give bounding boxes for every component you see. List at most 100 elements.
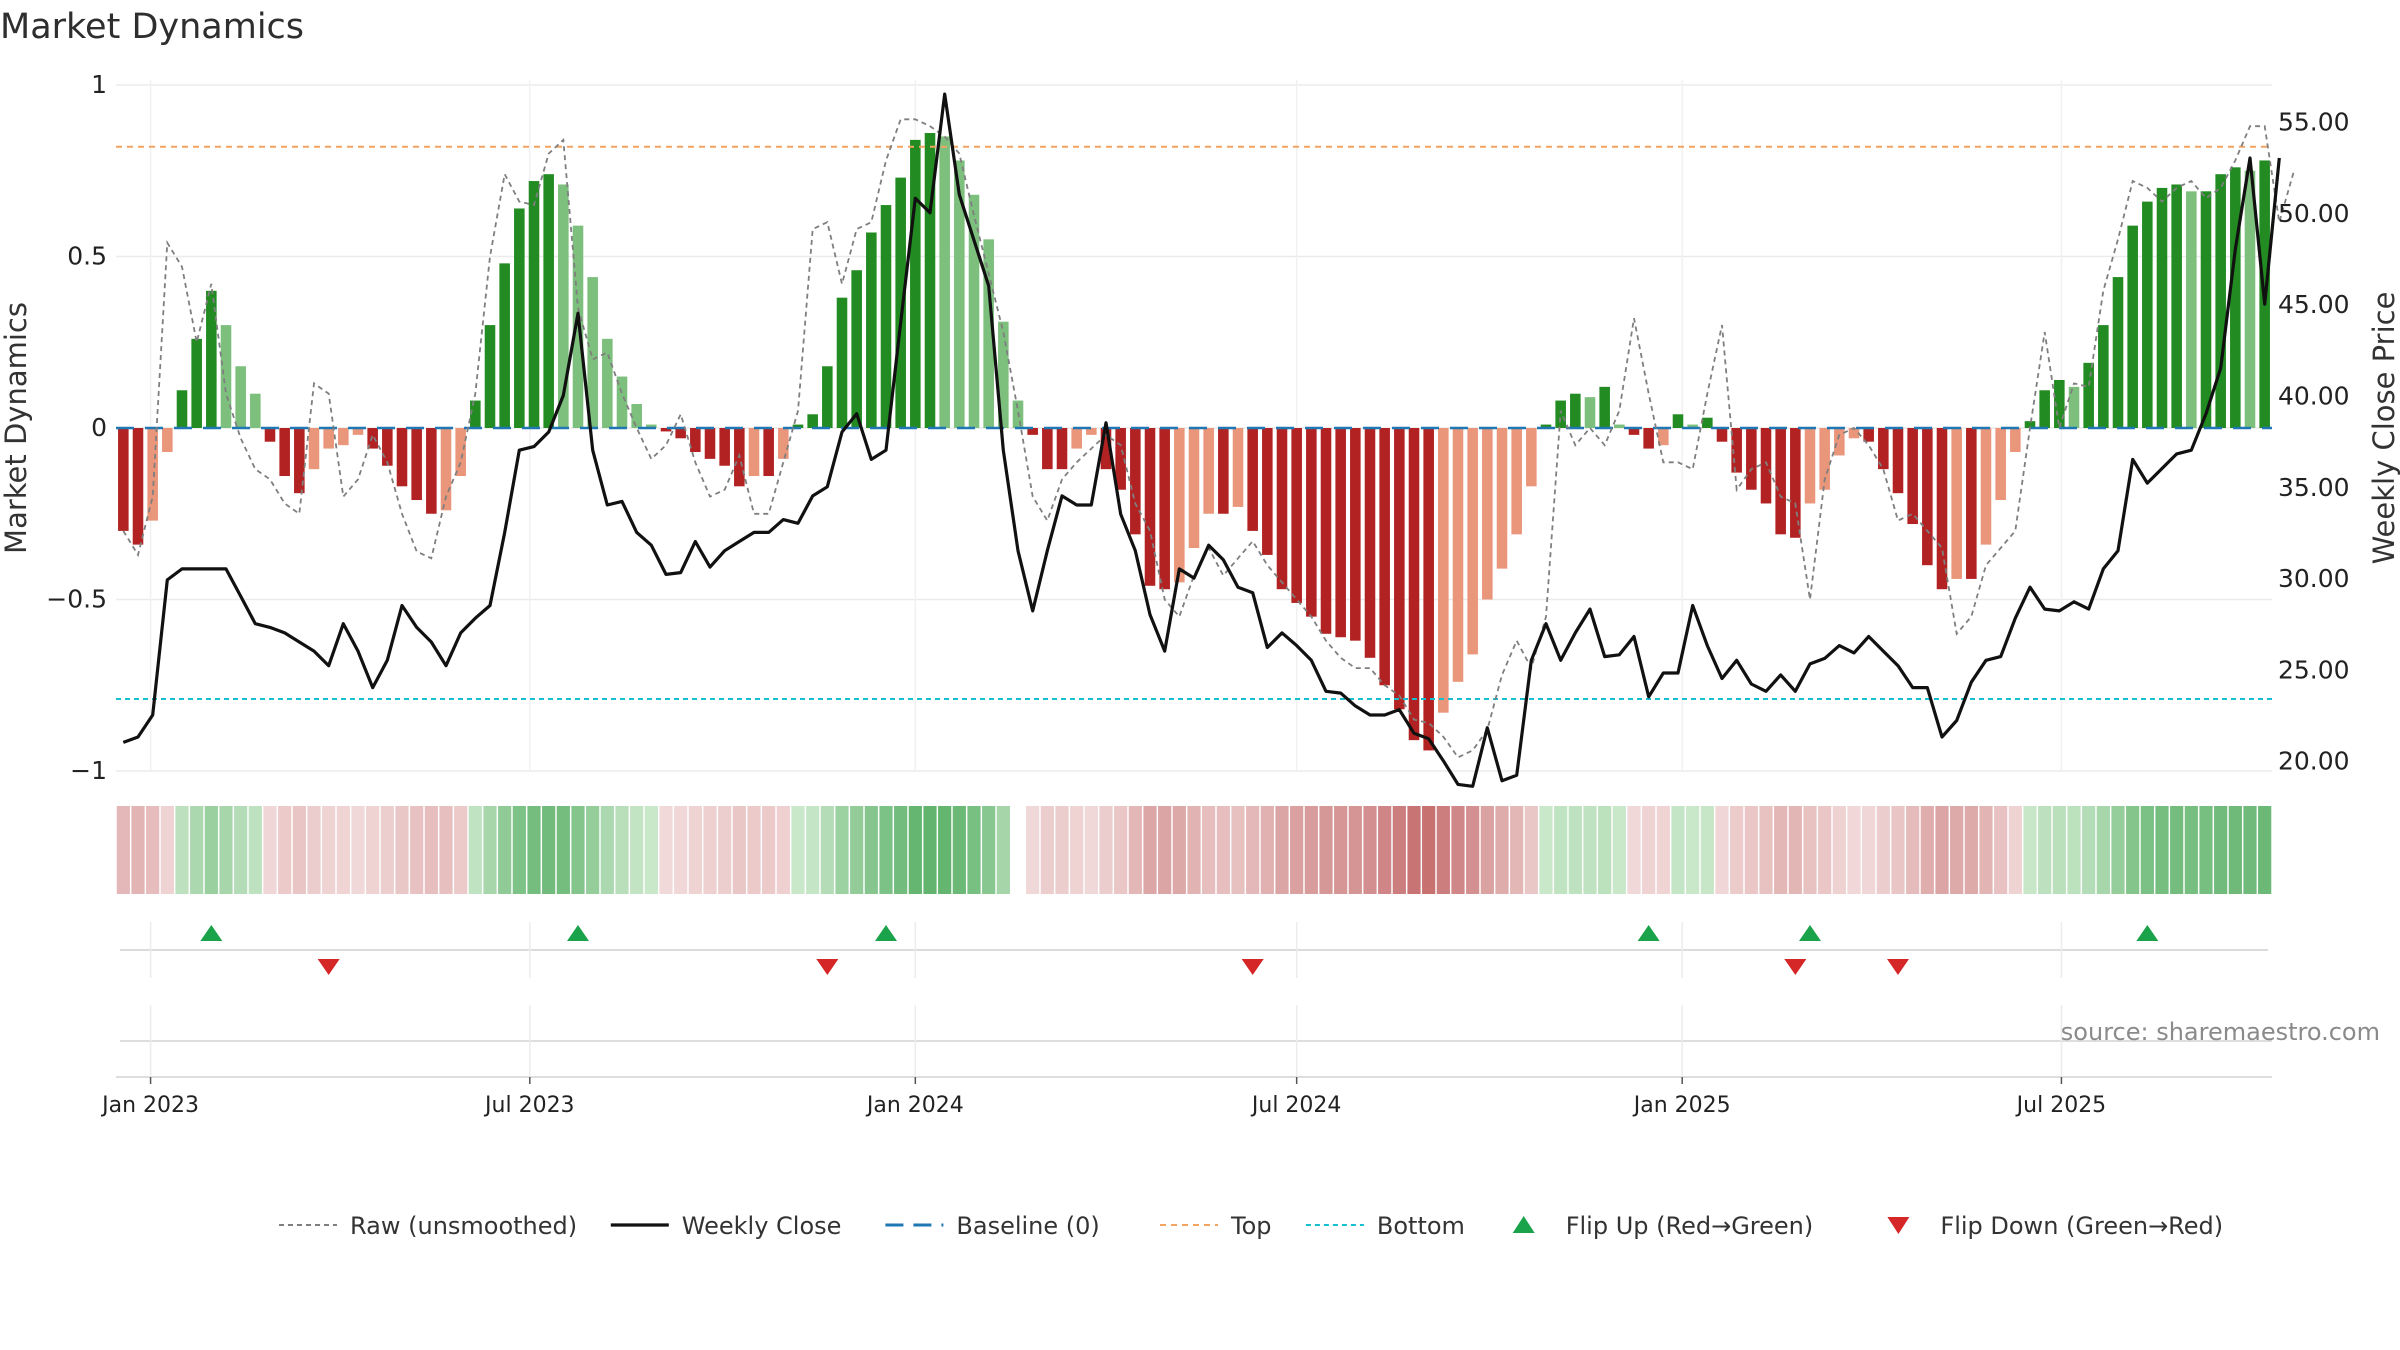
y2-axis-ticks: 55.00 50.00 45.00 40.00 35.00 30.00 25.00 20.00 (2278, 108, 2350, 776)
legend-label: Flip Up (Red→Green) (1566, 1212, 1814, 1240)
regime-strip (116, 806, 2272, 894)
md-bar (983, 239, 994, 428)
strip-cell (864, 806, 878, 894)
md-bar (162, 428, 173, 453)
md-bar (1071, 428, 1082, 449)
strip-cell (659, 806, 673, 894)
md-bar (748, 428, 760, 477)
strip-cell (1891, 806, 1905, 894)
md-bar (1394, 428, 1405, 710)
strip-cell (1818, 806, 1832, 894)
legend-item: Bottom (1305, 1212, 1465, 1240)
strip-cell (1774, 806, 1788, 894)
md-bar (778, 428, 789, 459)
md-bar (132, 428, 144, 545)
flip-markers (120, 922, 2268, 978)
md-bar (1159, 428, 1170, 590)
md-bar (2244, 170, 2256, 428)
md-bar (1496, 428, 1508, 569)
md-bar (558, 184, 569, 428)
md-bar (998, 321, 1009, 428)
strip-cell (454, 806, 468, 894)
strip-cell (2111, 806, 2125, 894)
md-bar (1056, 428, 1068, 470)
strip-cell (1935, 806, 1949, 894)
md-bar (646, 424, 657, 428)
md-bar (2039, 390, 2050, 428)
md-bar (264, 428, 276, 442)
strip-cell (1920, 806, 1934, 894)
strip-cell (2184, 806, 2198, 894)
strip-cell (2038, 806, 2052, 894)
md-bar (1555, 400, 1566, 428)
strip-cell (2067, 806, 2081, 894)
strip-cell (424, 806, 438, 894)
md-bar (910, 139, 921, 428)
md-bar (382, 428, 393, 466)
md-bar (1482, 428, 1493, 600)
y-tick-label: 1 (91, 70, 107, 99)
flip-down-marker (1784, 959, 1807, 975)
legend-item: Weekly Close (610, 1212, 841, 1240)
flip-up-marker (200, 925, 223, 941)
md-bar (279, 428, 290, 477)
strip-cell (1568, 806, 1582, 894)
md-bar (704, 428, 716, 459)
strip-cell (908, 806, 922, 894)
strip-cell (1055, 806, 1069, 894)
md-bar (807, 414, 818, 428)
strip-cell (1832, 806, 1846, 894)
strip-cell (160, 806, 174, 894)
md-bar (2054, 379, 2065, 428)
x-tick-label: Jan 2025 (1632, 1093, 1731, 1118)
strip-cell (1275, 806, 1289, 894)
y2-tick-label: 55.00 (2278, 108, 2350, 137)
md-bar (2186, 191, 2197, 428)
flip-down-marker (317, 959, 340, 975)
y2-tick-label: 30.00 (2278, 564, 2350, 593)
md-bar (1790, 428, 1801, 538)
md-bar (235, 366, 246, 428)
strip-cell (982, 806, 996, 894)
strip-cell (1994, 806, 2008, 894)
legend-item: Raw (unsmoothed) (279, 1212, 577, 1240)
strip-cell (850, 806, 864, 894)
bars (118, 133, 2270, 751)
strip-cell (1730, 806, 1744, 894)
y2-tick-label: 40.00 (2278, 381, 2350, 410)
md-bar (675, 428, 686, 439)
md-bar (2112, 277, 2124, 428)
strip-cell (2243, 806, 2257, 894)
md-bar (367, 428, 378, 449)
strip-cell (1539, 806, 1553, 894)
md-bar (690, 428, 701, 453)
md-bar (763, 428, 774, 477)
md-bar (220, 325, 232, 428)
x-tick-label: Jul 2025 (2015, 1093, 2107, 1118)
legend-label: Raw (unsmoothed) (350, 1212, 577, 1240)
md-bar (1408, 428, 1420, 741)
strip-cell (410, 806, 424, 894)
strip-cell (219, 806, 233, 894)
md-bar (1144, 428, 1156, 586)
strip-cell (938, 806, 952, 894)
x-tick-label: Jan 2023 (100, 1093, 199, 1118)
strip-cell (835, 806, 849, 894)
x-tick-label: Jan 2024 (865, 1093, 964, 1118)
strip-cell (146, 806, 160, 894)
strip-cell (1598, 806, 1612, 894)
md-bar (250, 393, 261, 428)
strip-cell (2023, 806, 2037, 894)
strip-cell (2170, 806, 2184, 894)
md-bar (1526, 428, 1537, 487)
md-bar (1467, 428, 1478, 655)
strip-cell (1700, 806, 1714, 894)
y-axis-ticks: 1 0.5 0 −0.5 −1 (46, 70, 107, 785)
strip-cell (644, 806, 658, 894)
flip-down-marker (1887, 959, 1909, 975)
md-bar (1306, 428, 1317, 617)
strip-cell (615, 806, 629, 894)
strip-cell (1788, 806, 1802, 894)
strip-cell (1906, 806, 1920, 894)
